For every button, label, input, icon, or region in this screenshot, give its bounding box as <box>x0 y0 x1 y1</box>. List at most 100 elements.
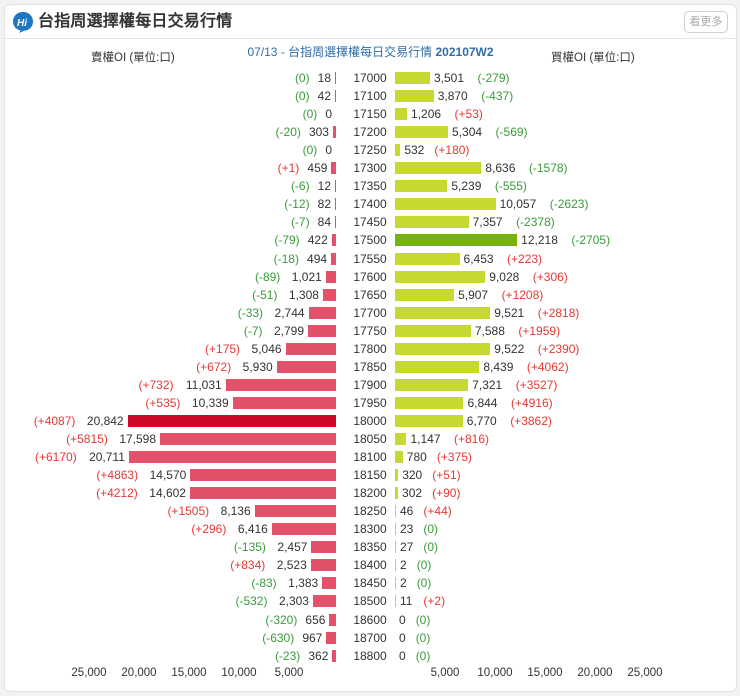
strike-price: 18100 <box>353 450 387 465</box>
put-oi-bar[interactable] <box>190 469 336 482</box>
put-oi-bar[interactable] <box>335 198 336 211</box>
call-oi-change: (+44) <box>423 504 452 519</box>
put-oi-bar[interactable] <box>325 270 336 283</box>
call-oi-bar[interactable] <box>395 144 401 157</box>
call-oi-bar[interactable] <box>395 198 496 211</box>
put-oi-bar[interactable] <box>232 396 336 409</box>
see-more-button[interactable]: 看更多 <box>684 11 728 33</box>
table-row: 2,457 (-135) 18350 27 (0) <box>5 538 736 556</box>
call-oi-bar[interactable] <box>395 324 471 337</box>
call-oi-bar[interactable] <box>395 126 449 139</box>
strike-price: 18300 <box>353 522 387 537</box>
put-oi-change: (-135) <box>233 540 266 555</box>
call-oi-bar[interactable] <box>395 595 396 608</box>
put-oi-bar[interactable] <box>225 378 336 391</box>
put-oi-bar[interactable] <box>308 324 336 337</box>
call-oi-bar[interactable] <box>395 414 463 427</box>
put-oi-value: 10,339 <box>191 395 229 410</box>
call-oi-change: (0) <box>415 648 431 663</box>
call-oi-bar[interactable] <box>395 378 469 391</box>
table-row: 303 (-20) 17200 5,304 (-569) <box>5 123 736 141</box>
put-oi-bar[interactable] <box>332 126 336 139</box>
call-oi-bar[interactable] <box>395 360 480 373</box>
call-oi-bar[interactable] <box>395 216 469 229</box>
put-oi-bar[interactable] <box>322 288 336 301</box>
call-oi-bar[interactable] <box>395 451 403 464</box>
put-oi-value: 20,711 <box>89 450 125 465</box>
table-row: 18 (0) 17000 3,501 (-279) <box>5 69 736 87</box>
strike-price: 17900 <box>353 377 387 392</box>
put-oi-change: (+1) <box>277 161 300 176</box>
put-oi-bar[interactable] <box>254 505 336 518</box>
put-oi-bar[interactable] <box>335 180 336 193</box>
put-oi-bar[interactable] <box>331 162 336 175</box>
call-oi-value: 6,844 <box>467 395 498 410</box>
call-oi-bar[interactable] <box>395 577 396 590</box>
put-oi-bar[interactable] <box>189 487 336 500</box>
call-oi-bar[interactable] <box>395 234 518 247</box>
put-oi-value: 84 <box>317 215 331 230</box>
put-oi-bar[interactable] <box>331 234 336 247</box>
put-oi-bar[interactable] <box>329 613 336 626</box>
call-oi-bar[interactable] <box>395 180 448 193</box>
put-oi-bar[interactable] <box>310 559 336 572</box>
put-oi-value: 1,308 <box>288 287 319 302</box>
call-oi-bar[interactable] <box>395 396 464 409</box>
table-row: 2,799 (-7) 17750 7,588 (+1959) <box>5 322 736 340</box>
call-oi-bar[interactable] <box>395 541 396 554</box>
table-row: 14,570 (+4863) 18150 320 (+51) <box>5 466 736 484</box>
strike-price: 18000 <box>353 413 387 428</box>
table-row: 12 (-6) 17350 5,239 (-555) <box>5 177 736 195</box>
put-oi-change: (-630) <box>262 630 295 645</box>
put-oi-bar[interactable] <box>326 631 336 644</box>
put-oi-bar[interactable] <box>271 523 336 536</box>
put-oi-bar[interactable] <box>332 649 336 662</box>
put-oi-bar[interactable] <box>335 72 336 84</box>
call-oi-bar[interactable] <box>395 288 455 301</box>
call-oi-bar[interactable] <box>395 487 399 500</box>
call-oi-bar[interactable] <box>395 270 486 283</box>
put-oi-bar[interactable] <box>160 433 336 445</box>
put-oi-value: 0 <box>325 107 332 122</box>
call-oi-bar[interactable] <box>395 523 396 536</box>
put-oi-bar[interactable] <box>331 252 336 265</box>
call-oi-bar[interactable] <box>395 90 434 103</box>
table-row: 1,021 (-89) 17600 9,028 (+306) <box>5 268 736 286</box>
put-oi-bar[interactable] <box>276 360 336 373</box>
call-oi-bar[interactable] <box>395 559 396 572</box>
call-oi-bar[interactable] <box>395 108 408 121</box>
put-oi-bar[interactable] <box>285 342 336 355</box>
call-oi-bar[interactable] <box>395 306 491 319</box>
put-oi-change: (+296) <box>191 522 227 537</box>
table-row: 2,303 (-532) 18500 11 (+2) <box>5 592 736 610</box>
call-oi-bar[interactable] <box>395 252 460 265</box>
call-oi-value: 1,206 <box>411 107 442 122</box>
put-oi-bar[interactable] <box>335 216 336 229</box>
call-oi-value: 9,522 <box>494 341 525 356</box>
call-oi-bar[interactable] <box>395 72 430 84</box>
card-title: 台指周選擇權每日交易行情 <box>38 13 233 30</box>
put-oi-bar[interactable] <box>322 577 336 590</box>
call-oi-value: 6,770 <box>466 413 497 428</box>
strike-price: 18800 <box>353 648 387 663</box>
put-oi-change: (+732) <box>138 377 174 392</box>
call-oi-bar[interactable] <box>395 162 482 175</box>
call-oi-value: 7,321 <box>472 377 503 392</box>
call-oi-change: (-569) <box>495 125 528 140</box>
put-oi-bar[interactable] <box>312 595 336 608</box>
strike-price: 18050 <box>353 432 387 446</box>
put-oi-bar[interactable] <box>311 541 336 554</box>
table-row: 20,711 (+6170) 18100 780 (+375) <box>5 448 736 466</box>
x-tick-right: 20,000 <box>577 667 613 679</box>
put-oi-bar[interactable] <box>128 451 336 464</box>
call-oi-bar[interactable] <box>395 433 407 445</box>
call-oi-bar[interactable] <box>395 505 396 518</box>
put-oi-bar[interactable] <box>127 414 336 427</box>
put-oi-bar[interactable] <box>335 90 336 103</box>
table-row: 422 (-79) 17500 12,218 (-2705) <box>5 231 736 249</box>
put-oi-bar[interactable] <box>308 306 336 319</box>
table-row: 8,136 (+1505) 18250 46 (+44) <box>5 502 736 520</box>
call-oi-bar[interactable] <box>395 469 399 482</box>
table-row: 5,930 (+672) 17850 8,439 (+4062) <box>5 358 736 376</box>
call-oi-bar[interactable] <box>395 342 491 355</box>
